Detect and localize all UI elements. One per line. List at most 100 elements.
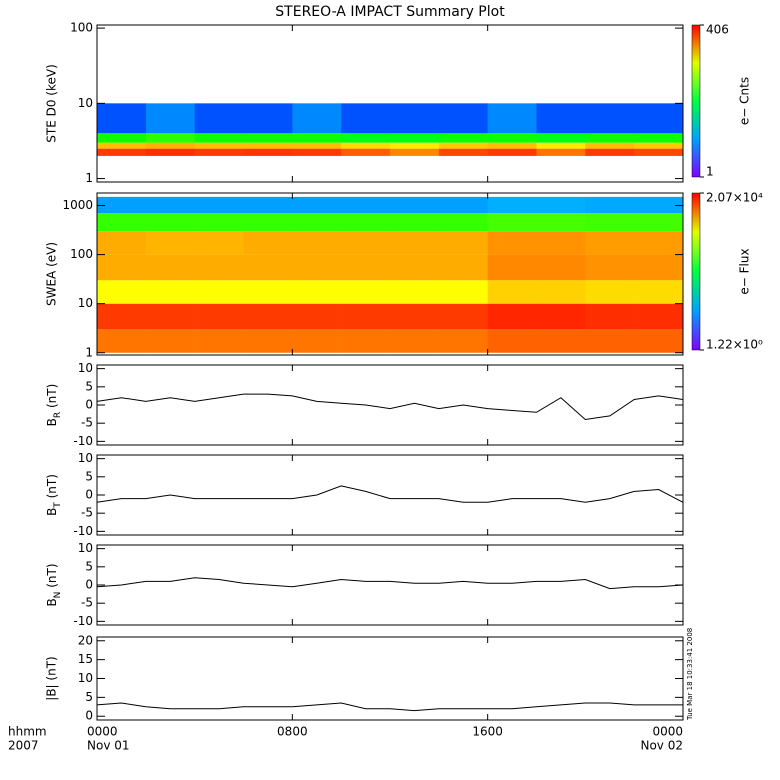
y-tick-label: -10	[73, 434, 93, 448]
heatmap-cell	[145, 142, 195, 149]
heatmap-cell	[536, 213, 586, 232]
colorbar-tick-label: 1.22×10⁰	[706, 338, 763, 352]
heatmap-cell	[536, 254, 586, 281]
y-tick-label: 100	[70, 247, 93, 261]
panel-frame	[96, 544, 684, 626]
heatmap-cell	[97, 196, 147, 214]
x-date-label: Nov 02	[640, 739, 683, 753]
y-axis-label-part: B	[45, 418, 59, 426]
heatmap-cell	[438, 231, 488, 255]
heatmap-cell	[487, 196, 537, 214]
x-tick-label: 0800	[277, 725, 308, 739]
heatmap-cell	[97, 329, 147, 353]
colorbar-tick-label: 406	[706, 23, 729, 37]
heatmap-cell	[585, 103, 635, 134]
colorbar-tick-label: 1	[706, 165, 714, 179]
heatmap-cell	[145, 329, 195, 353]
heatmap-cell	[341, 196, 391, 214]
heatmap-cell	[194, 103, 244, 134]
y-axis-label: SWEA (eV)	[45, 242, 59, 306]
y-axis-label: |B| (nT)	[45, 656, 59, 700]
y-tick-label: 0	[85, 578, 93, 592]
heatmap-cell	[292, 254, 342, 281]
heatmap-cell	[438, 133, 488, 143]
y-tick-label: -10	[73, 614, 93, 628]
y-tick-label: 10	[78, 96, 93, 110]
heatmap-cell	[585, 196, 635, 214]
heatmap-cell	[438, 254, 488, 281]
heatmap-cell	[341, 133, 391, 143]
y-tick-label: 1	[85, 171, 93, 185]
heatmap-cell	[634, 329, 684, 353]
heatmap-cell	[194, 254, 244, 281]
y-tick-label: 10	[78, 541, 93, 555]
heatmap-cell	[487, 303, 537, 330]
heatmap-cell	[243, 103, 293, 134]
y-axis-label-part: T	[53, 502, 63, 509]
heatmap-cell	[390, 142, 440, 149]
heatmap-cell	[194, 213, 244, 232]
data-line	[96, 393, 684, 421]
heatmap-cell	[487, 254, 537, 281]
y-tick-label: 10	[78, 296, 93, 310]
heatmap-cell	[97, 280, 147, 304]
y-tick-label: 0	[85, 488, 93, 502]
heatmap-cell	[292, 280, 342, 304]
heatmap-cell	[194, 148, 244, 156]
colorbar-tick-label: 2.07×10⁴	[706, 191, 763, 205]
heatmap-cell	[97, 303, 147, 330]
heatmap-cell	[341, 280, 391, 304]
heatmap-cell	[145, 231, 195, 255]
heatmap-cell	[390, 231, 440, 255]
heatmap-cell	[536, 133, 586, 143]
heatmap-cell	[243, 213, 293, 232]
x-tick-label: 0000	[652, 725, 683, 739]
heatmap-cell	[97, 148, 147, 156]
heatmap-cell	[341, 231, 391, 255]
heatmap-cell	[194, 329, 244, 353]
y-tick-label: 20	[78, 633, 93, 647]
heatmap-cell	[243, 303, 293, 330]
heatmap-cell	[145, 103, 195, 134]
y-tick-label: 1	[85, 345, 93, 359]
heatmap-cell	[194, 303, 244, 330]
heatmap-cell	[390, 329, 440, 353]
heatmap-cell	[341, 213, 391, 232]
heatmap-cell	[341, 254, 391, 281]
heatmap-cell	[243, 148, 293, 156]
heatmap-cell	[536, 196, 586, 214]
heatmap-cell	[634, 231, 684, 255]
heatmap-cell	[97, 254, 147, 281]
y-axis-label-part: (nT)	[45, 384, 59, 412]
heatmap-cell	[585, 142, 635, 149]
y-axis-label: BN (nT)	[45, 563, 63, 606]
heatmap-cell	[585, 280, 635, 304]
heatmap-cell	[487, 148, 537, 156]
heatmap-cell	[487, 133, 537, 143]
y-tick-label: 5	[85, 559, 93, 573]
y-tick-label: -5	[81, 416, 93, 430]
heatmap-cell	[390, 280, 440, 304]
heatmap-cell	[634, 303, 684, 330]
y-tick-label: 100	[70, 21, 93, 35]
y-axis-label-part: (nT)	[45, 474, 59, 502]
heatmap-cell	[390, 303, 440, 330]
heatmap-cell	[487, 329, 537, 353]
heatmap-cell	[634, 213, 684, 232]
y-tick-label: 0	[85, 709, 93, 723]
heatmap-cell	[145, 148, 195, 156]
row-label: 2007	[8, 739, 39, 753]
heatmap-cell	[292, 142, 342, 149]
colorbar	[691, 192, 701, 351]
heatmap-cell	[243, 254, 293, 281]
heatmap-cell	[536, 329, 586, 353]
heatmap-cell	[634, 254, 684, 281]
heatmap-cell	[243, 280, 293, 304]
x-tick-label: 0000	[87, 725, 118, 739]
y-tick-label: 5	[85, 690, 93, 704]
heatmap-cell	[438, 280, 488, 304]
colorbar	[691, 24, 701, 178]
heatmap-cell	[634, 142, 684, 149]
heatmap-cell	[292, 213, 342, 232]
heatmap-cell	[536, 103, 586, 134]
